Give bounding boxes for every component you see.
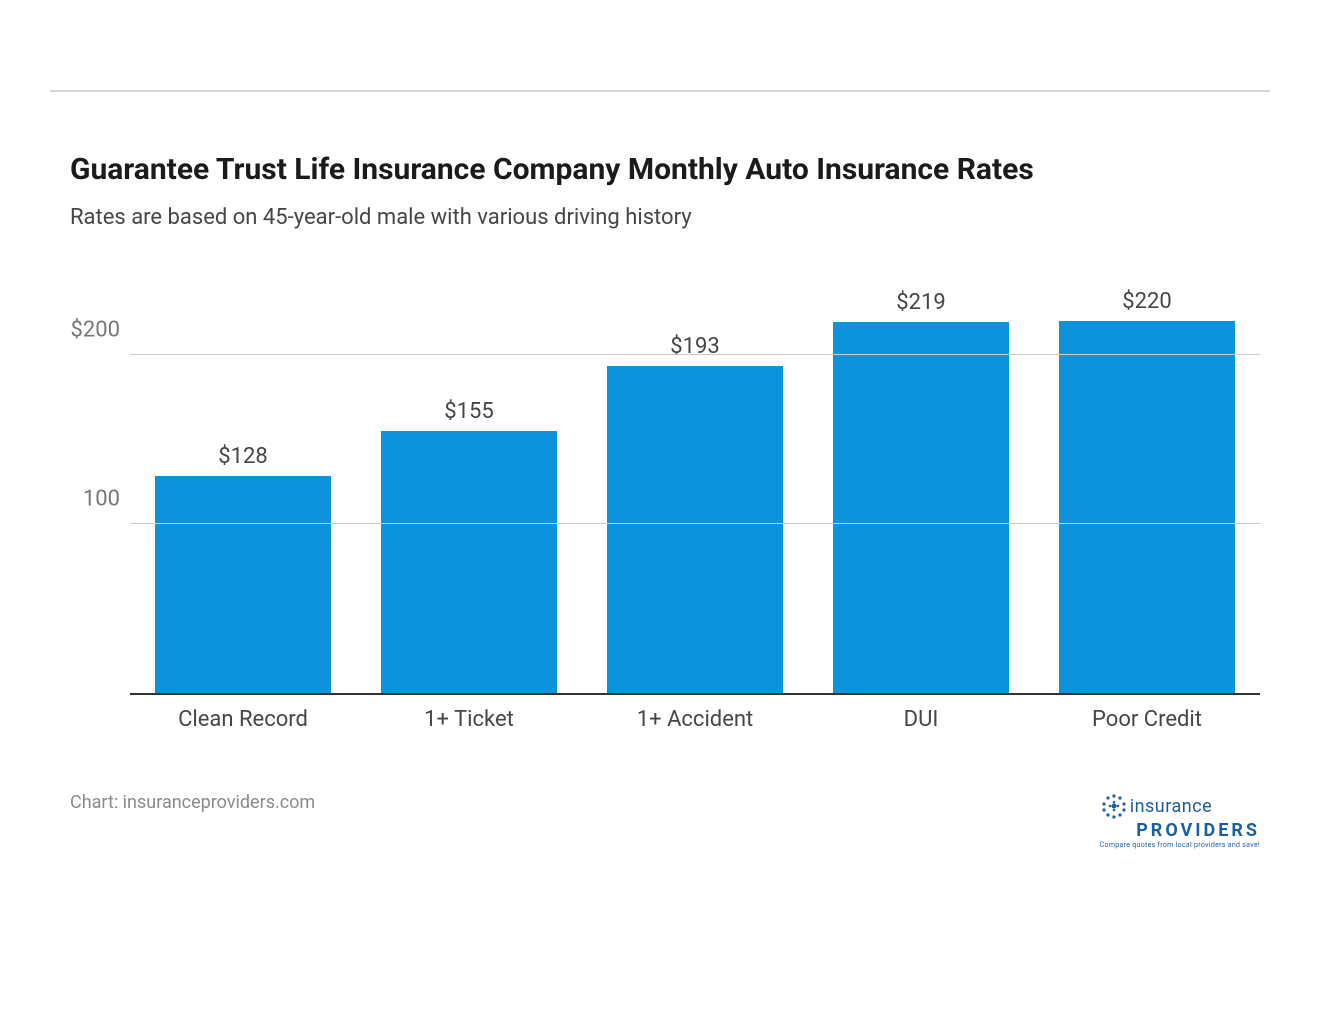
chart-footer: Chart: insuranceproviders.com bbox=[70, 792, 1260, 849]
bar-value-label: $155 bbox=[444, 399, 493, 424]
bar-slot: $220 bbox=[1034, 270, 1260, 693]
gridline bbox=[130, 354, 1260, 355]
bar-slot: $128 bbox=[130, 270, 356, 693]
bar-slot: $219 bbox=[808, 270, 1034, 693]
bar-value-label: $220 bbox=[1122, 289, 1171, 314]
logo-tagline: Compare quotes from local providers and … bbox=[1100, 841, 1260, 849]
bar: $193 bbox=[607, 366, 783, 693]
bar-slot: $155 bbox=[356, 270, 582, 693]
x-category-label: Clean Record bbox=[130, 707, 356, 732]
y-tick-label: 100 bbox=[70, 486, 120, 511]
x-axis: Clean Record1+ Ticket1+ AccidentDUIPoor … bbox=[130, 707, 1260, 732]
provider-logo: insurance PROVIDERS Compare quotes from … bbox=[1100, 792, 1260, 849]
chart-container: Guarantee Trust Life Insurance Company M… bbox=[0, 92, 1320, 752]
x-category-label: DUI bbox=[808, 707, 1034, 732]
plot-inner: $128$155$193$219$220 100$200 bbox=[130, 270, 1260, 695]
bar: $219 bbox=[833, 322, 1009, 693]
bar-value-label: $128 bbox=[218, 444, 267, 469]
bar-value-label: $193 bbox=[670, 334, 719, 359]
y-tick-label: $200 bbox=[70, 317, 120, 342]
chart-credit: Chart: insuranceproviders.com bbox=[70, 792, 315, 813]
bar-slot: $193 bbox=[582, 270, 808, 693]
bar: $155 bbox=[381, 431, 557, 693]
chart-subtitle: Rates are based on 45-year-old male with… bbox=[70, 205, 1260, 230]
x-category-label: 1+ Accident bbox=[582, 707, 808, 732]
bar: $128 bbox=[155, 476, 331, 693]
logo-text-top: insurance bbox=[1130, 796, 1212, 817]
x-category-label: Poor Credit bbox=[1034, 707, 1260, 732]
plot-area: $128$155$193$219$220 100$200 bbox=[130, 270, 1260, 695]
bars-container: $128 $155 $193 $219 $220 bbox=[130, 270, 1260, 693]
bar-value-label: $219 bbox=[896, 290, 945, 315]
x-category-label: 1+ Ticket bbox=[356, 707, 582, 732]
bar: $220 bbox=[1059, 321, 1235, 693]
logo-text-bottom: PROVIDERS bbox=[1100, 820, 1260, 841]
logo-dots-icon bbox=[1100, 792, 1128, 820]
chart-title: Guarantee Trust Life Insurance Company M… bbox=[70, 152, 1260, 187]
gridline bbox=[130, 523, 1260, 524]
